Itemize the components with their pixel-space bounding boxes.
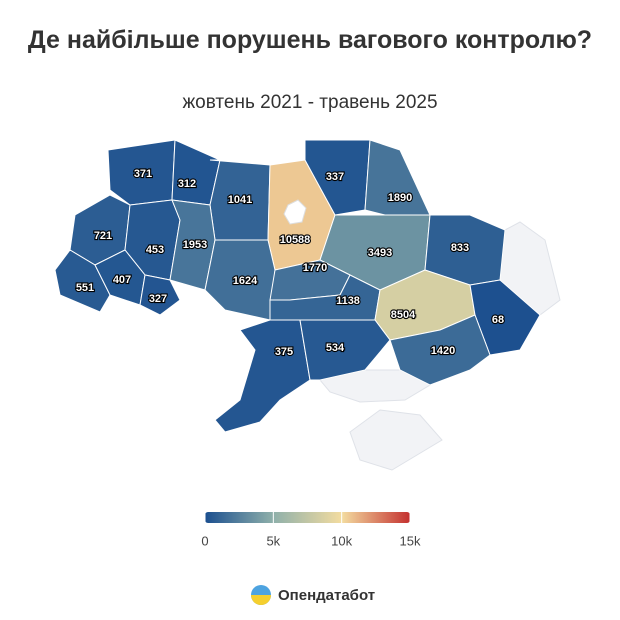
region-label: 3493 (368, 247, 392, 259)
colorbar-tick-label: 15k (400, 533, 421, 548)
region-label: 312 (178, 178, 196, 190)
region-label: 1041 (228, 194, 252, 206)
no-data-region (319, 369, 432, 403)
region-label: 551 (76, 282, 94, 294)
region-label: 1138 (336, 295, 360, 307)
region-label: 371 (134, 168, 152, 180)
no-data-regions (319, 221, 561, 471)
region-label: 407 (113, 274, 131, 286)
no-data-region (349, 409, 443, 471)
colorbar (205, 512, 410, 523)
colorbar-tick-label: 0 (201, 533, 208, 548)
region-label: 68 (492, 314, 504, 326)
region-label: 327 (149, 293, 167, 305)
colorbar-tick-label: 10k (331, 533, 352, 548)
logo-icon (251, 585, 271, 605)
region (139, 274, 181, 316)
subtitle: жовтень 2021 - травень 2025 (182, 92, 438, 113)
title: Де найбільше порушень вагового контролю? (27, 26, 593, 54)
region-label: 8504 (391, 309, 416, 321)
region-label: 375 (275, 346, 293, 358)
colorbar-tick-label: 5k (266, 533, 280, 548)
kyiv-city (283, 199, 307, 225)
region-label: 1420 (431, 345, 455, 357)
region-label: 10588 (280, 234, 311, 246)
region-label: 1624 (233, 275, 258, 287)
region-label: 721 (94, 230, 112, 242)
region (299, 319, 391, 381)
region-label: 833 (451, 242, 469, 254)
region-label: 1953 (183, 239, 207, 251)
brand-name: Опендатабот (278, 586, 376, 604)
region-label: 453 (146, 244, 164, 256)
region (214, 319, 311, 433)
region-label: 1770 (303, 262, 327, 274)
region-label: 534 (326, 342, 345, 354)
region-label: 337 (326, 171, 344, 183)
brand-logo: Опендатабот (250, 584, 375, 606)
region-label: 1890 (388, 192, 412, 204)
region (389, 314, 491, 386)
